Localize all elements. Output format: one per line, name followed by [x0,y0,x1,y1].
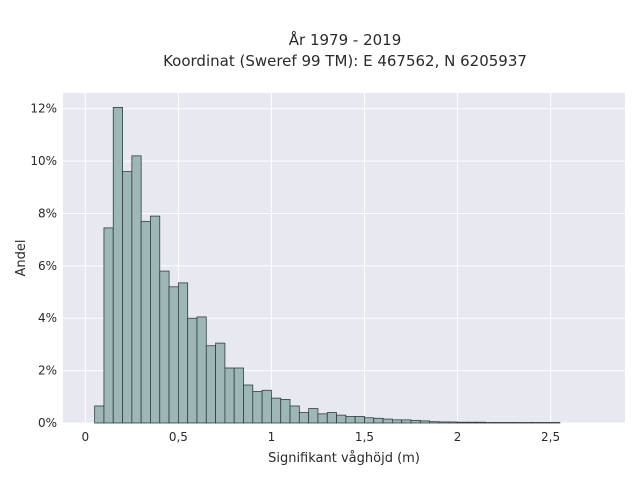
histogram-bar [196,316,207,424]
histogram-bar [485,422,496,424]
chart-title-line2: Koordinat (Sweref 99 TM): E 467562, N 62… [163,52,527,70]
histogram-bar [159,270,170,424]
histogram-bar [177,282,189,424]
y-axis-label: Andel [14,240,29,277]
x-tick-label: 0,5 [169,430,188,444]
histogram-bar [252,391,263,424]
histogram-bar [233,367,244,424]
histogram-bar [345,416,356,424]
histogram-bar [140,220,151,424]
x-axis-label: Signifikant våghöjd (m) [268,451,420,466]
histogram-bar [429,421,440,424]
histogram-bar [150,215,161,424]
y-tick-label: 10% [30,154,57,168]
histogram-bar [466,421,477,424]
histogram-bar [298,412,310,424]
histogram-bar [261,389,272,424]
histogram-bar [382,418,393,424]
histogram-bar [401,419,412,424]
histogram-bar [522,422,533,424]
histogram-bar [122,171,133,424]
histogram-bar [168,286,179,424]
x-tick-label: 1,5 [355,430,374,444]
histogram-bar [215,342,226,424]
histogram-bar [540,422,551,424]
y-tick-label: 6% [38,259,57,273]
histogram-bar [391,419,403,424]
histogram-bars [94,107,561,424]
histogram-bar [364,417,375,424]
histogram-bar [494,422,505,424]
histogram-bar [503,422,514,424]
chart-title-line1: År 1979 - 2019 [289,30,402,49]
y-tick-label: 4% [38,311,57,325]
histogram-bar [438,421,449,424]
histogram-bar [243,384,254,424]
x-tick-label: 1 [268,430,276,444]
histogram-bar [94,405,105,424]
x-tick-label: 0 [82,430,90,444]
y-tick-label: 8% [38,206,57,220]
histogram-bar [373,417,384,424]
histogram-bar [103,227,114,424]
histogram-bar [326,412,337,424]
histogram-bar [187,317,198,424]
histogram-bar [308,408,319,424]
histogram-bar [224,367,235,424]
histogram-bar [419,420,431,424]
x-axis-ticks: 0 0,5 1 1,5 2 2,5 [82,430,561,444]
y-tick-label: 2% [38,364,57,378]
x-tick-label: 2 [454,430,462,444]
histogram-bar [354,416,365,424]
histogram-bar [112,107,123,424]
histogram-bar [512,422,524,424]
histogram-bar [475,421,486,424]
histogram-bar [271,397,282,424]
y-axis-ticks: 0% 2% 4% 6% 8% 10% 12% [30,102,57,430]
y-tick-label: 0% [38,416,57,430]
histogram-bar [131,155,142,424]
histogram-bar [550,422,561,424]
histogram-bar [280,399,291,424]
histogram-bar [531,422,542,424]
histogram-bar [205,345,216,424]
x-tick-label: 2,5 [541,430,560,444]
histogram-bar [336,414,347,424]
histogram-bar [289,405,300,424]
histogram-bar [317,413,328,424]
y-tick-label: 12% [30,102,57,116]
histogram-bar [410,419,421,424]
histogram-bar [457,421,468,424]
histogram-bar [447,421,458,424]
